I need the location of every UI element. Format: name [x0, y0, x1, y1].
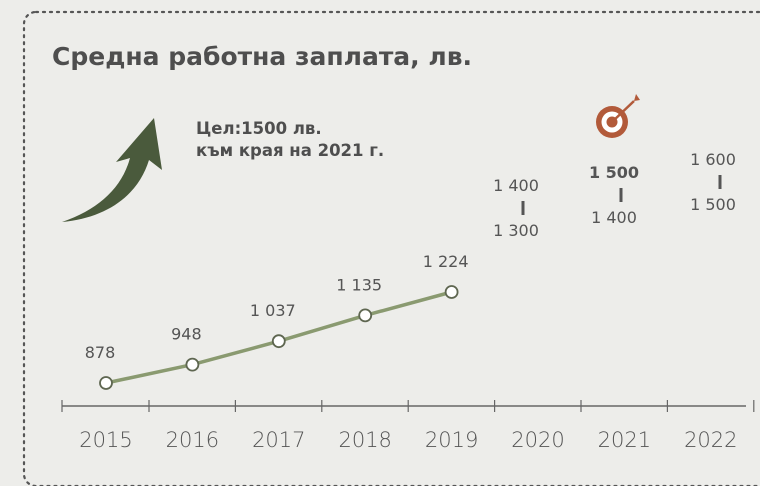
arrow-shape: [62, 118, 162, 222]
x-tick-label: 2019: [425, 428, 478, 452]
forecast-ranges: 1 400 1 300 1 500 1 400 1 600 1 500: [493, 150, 736, 240]
x-tick-label: 2020: [511, 428, 564, 452]
target-icon: [596, 94, 640, 138]
data-point: [444, 285, 459, 299]
data-point: [185, 357, 200, 372]
forecast-low-label: 1 300: [493, 221, 539, 240]
target-dart-fletch: [634, 94, 640, 101]
goal-note: Цел:1500 лв. към края на 2021 г.: [196, 118, 384, 163]
x-tick-label: 2021: [598, 428, 651, 452]
data-label: 1 224: [423, 252, 469, 271]
data-label: 948: [171, 325, 202, 344]
x-axis: [61, 400, 755, 412]
forecast-low-label: 1 500: [690, 195, 736, 214]
dotted-border: [22, 10, 760, 486]
x-tick-labels: 2015 2016 2017 2018 2019 2020 2021 2022: [79, 428, 737, 452]
x-tick-label: 2017: [252, 428, 305, 452]
x-tick-label: 2015: [79, 428, 132, 452]
arrow-up-right-icon: [62, 118, 162, 222]
chart-title: Средна работна заплата, лв.: [52, 42, 473, 71]
target-dart: [611, 100, 635, 123]
data-point: [99, 376, 113, 390]
forecast-high-label: 1 600: [690, 150, 736, 169]
x-tick-label: 2018: [338, 428, 391, 452]
forecast-low-label: 1 400: [591, 208, 637, 227]
data-label: 1 037: [250, 301, 296, 320]
data-label: 878: [85, 343, 116, 362]
salary-series: 878 948 1 037 1 135 1 224: [85, 252, 469, 390]
goal-line-2: към края на 2021 г.: [196, 141, 385, 161]
forecast-high-label: 1 500: [589, 163, 639, 182]
goal-line-1: Цел:1500 лв.: [196, 119, 322, 138]
x-tick-label: 2016: [166, 428, 219, 452]
x-tick-label: 2022: [684, 428, 737, 452]
data-point: [358, 308, 373, 323]
data-point: [271, 334, 286, 349]
data-label: 1 135: [336, 275, 382, 294]
forecast-high-label: 1 400: [493, 176, 539, 195]
